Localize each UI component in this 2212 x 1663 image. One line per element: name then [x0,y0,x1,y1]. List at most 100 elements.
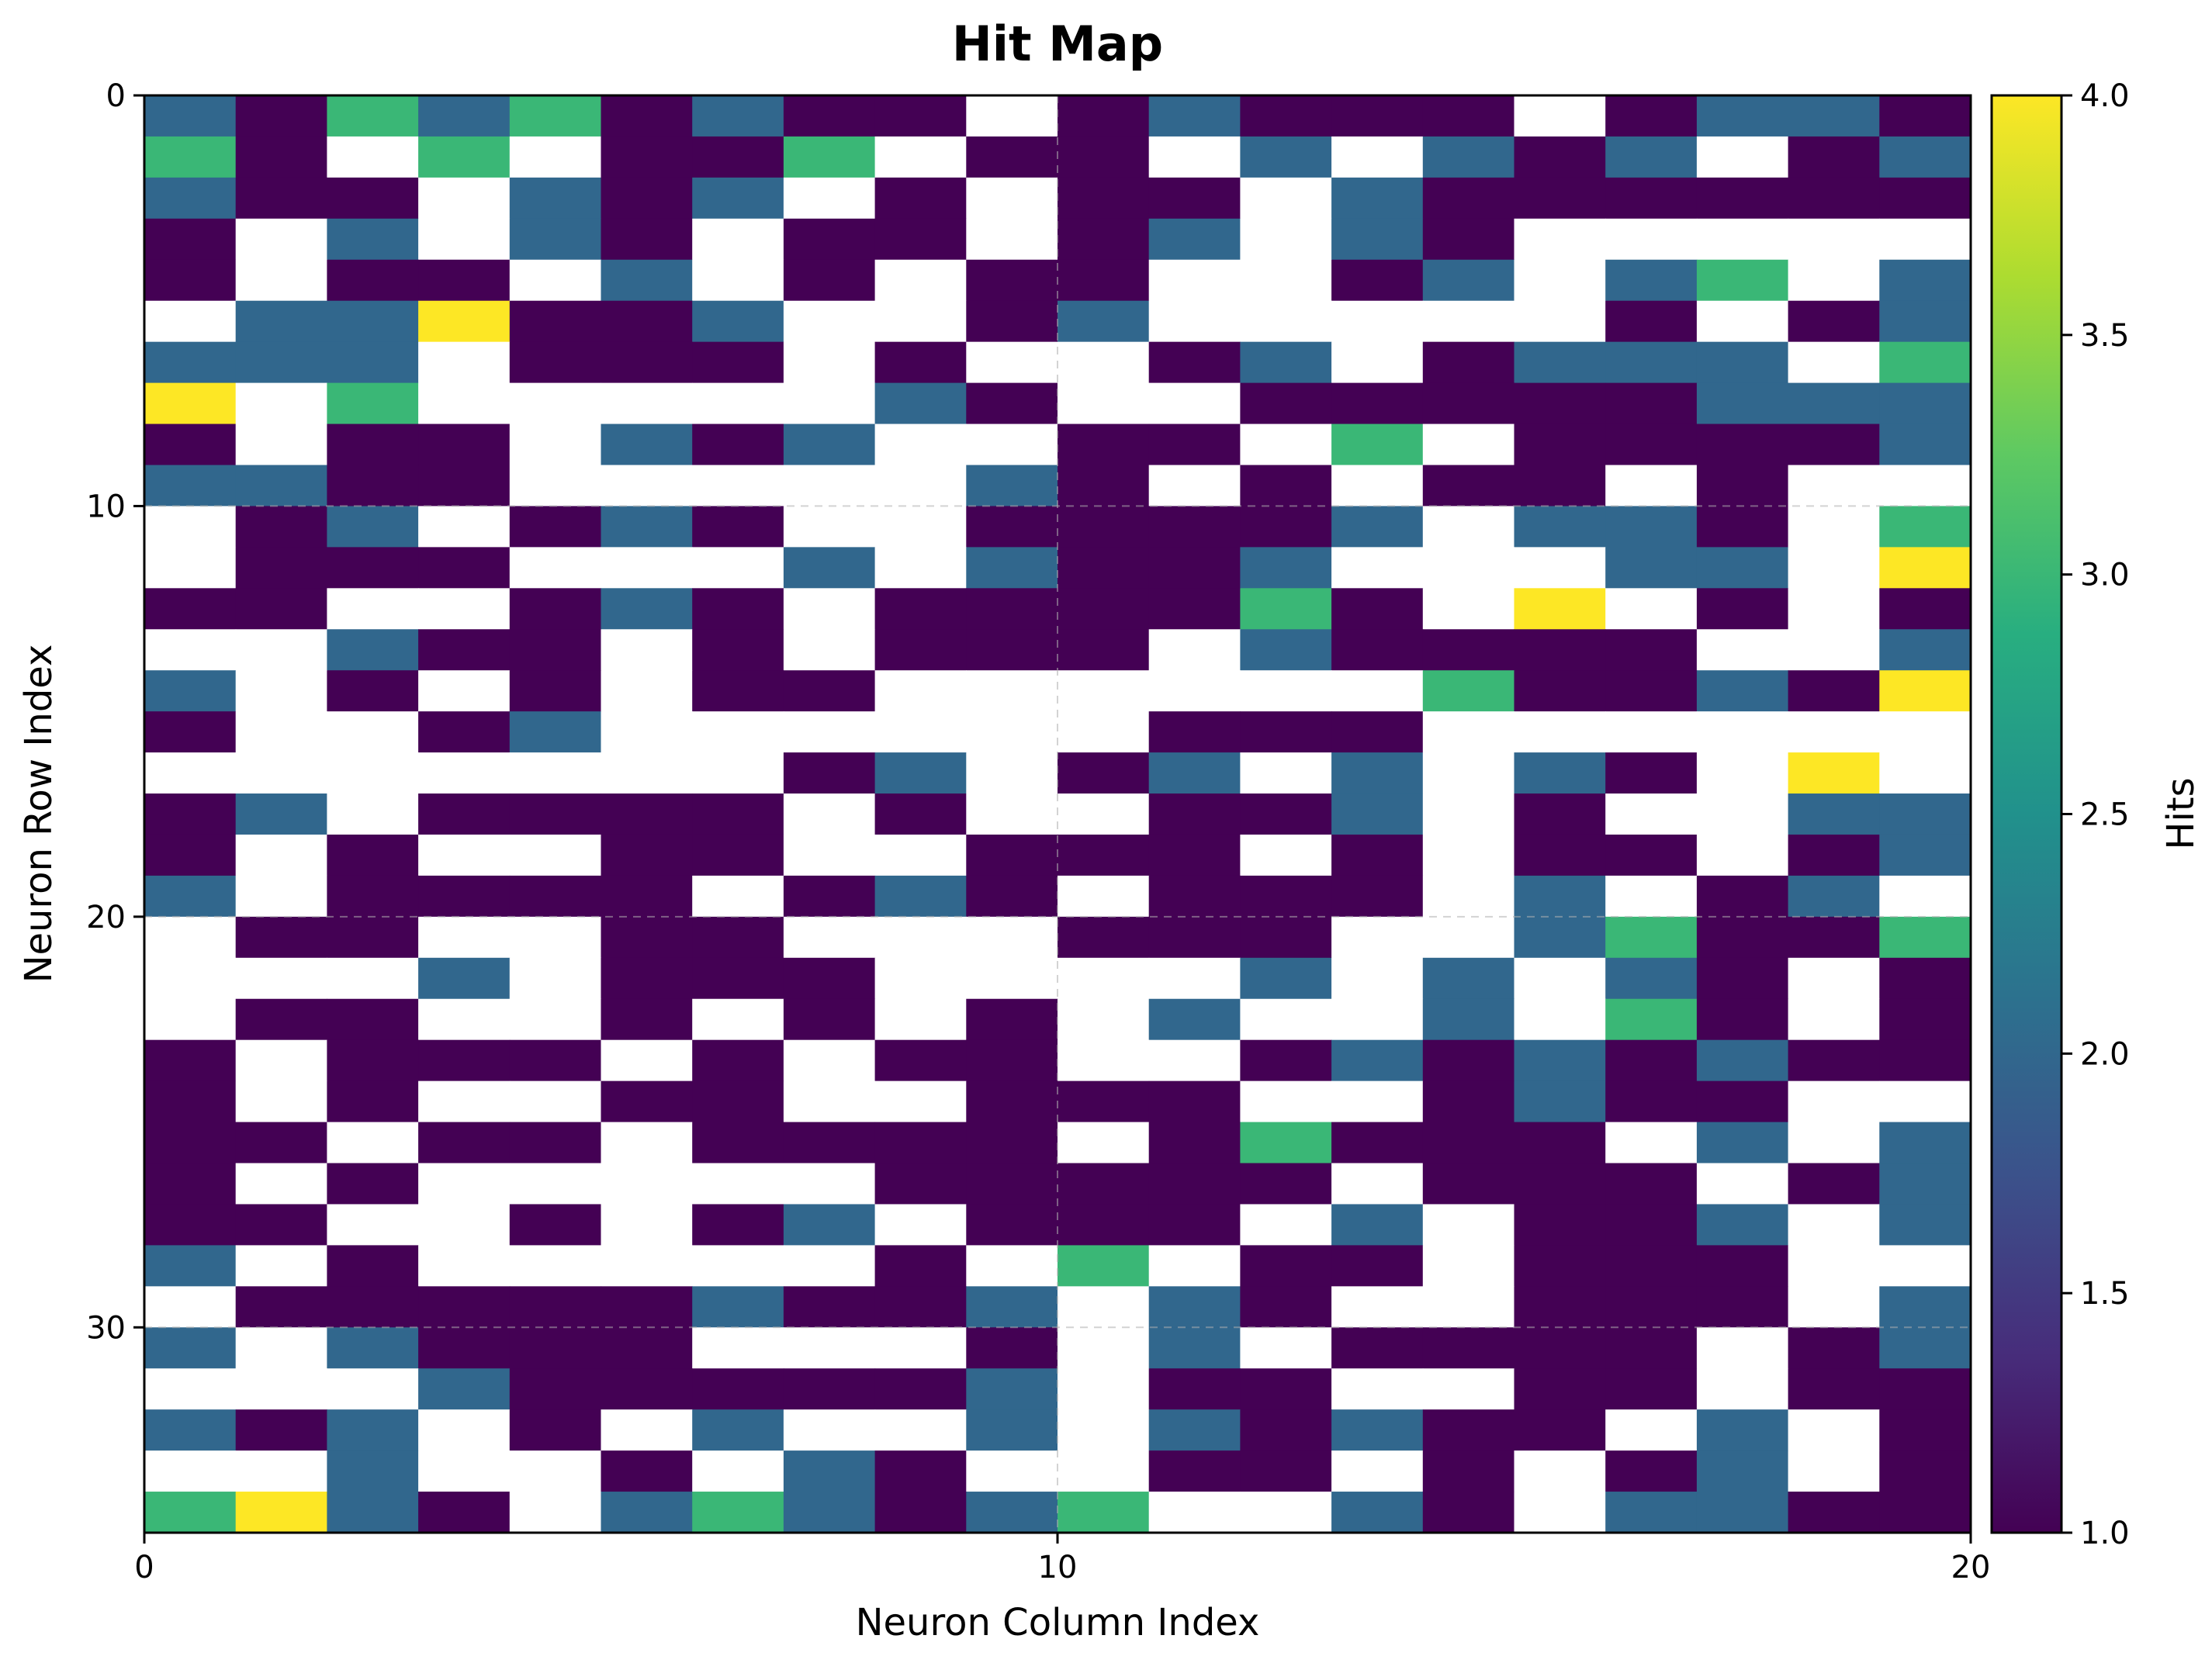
heatmap-cell [874,793,967,835]
heatmap-cell [966,1204,1058,1246]
heatmap-cell [1331,218,1424,261]
heatmap-cell [874,1368,967,1410]
heatmap-cell [1331,711,1424,753]
heatmap-cell [144,1450,237,1492]
heatmap-cell [1788,670,1880,712]
heatmap-cell [1879,300,1971,343]
heatmap-cell [1148,218,1241,261]
heatmap-cell [1422,259,1515,302]
heatmap-cell [1605,547,1698,589]
heatmap-cell [783,218,876,261]
heatmap-cell [1148,341,1241,384]
heatmap-cell [1879,259,1971,302]
heatmap-cell [1605,424,1698,466]
heatmap-cell [966,136,1058,178]
heatmap-cell [692,424,784,466]
heatmap-cell [601,1122,693,1164]
heatmap-cell [418,1163,511,1205]
heatmap-cell [1240,670,1332,712]
heatmap-cell [966,547,1058,589]
heatmap-cell [1514,382,1606,425]
heatmap-cell [1058,1286,1150,1328]
heatmap-cell [1879,793,1971,835]
heatmap-cell [966,998,1058,1041]
heatmap-cell [1696,957,1789,1000]
heatmap-cell [1331,1368,1424,1410]
heatmap-cell [783,875,876,918]
heatmap-cell [144,95,237,137]
heatmap-cell [1240,1492,1332,1533]
heatmap-cell [601,1163,693,1205]
heatmap-cell [509,218,602,261]
heatmap-cell [1696,1163,1789,1205]
heatmap-cell [1058,1327,1150,1369]
heatmap-cell [1605,916,1698,959]
heatmap-cell [1422,341,1515,384]
heatmap-cell [1058,1492,1150,1533]
colorbar-tick-label: 2.0 [2080,1036,2130,1072]
heatmap-cell [966,1122,1058,1164]
heatmap-cell [1148,506,1241,548]
heatmap-cell [874,711,967,753]
chart-title: Hit Map [952,16,1163,72]
heatmap-cell [1788,382,1880,425]
heatmap-cell [1879,1492,1971,1533]
heatmap-cell [1058,95,1150,137]
heatmap-cell [418,1204,511,1246]
heatmap-cell [1788,300,1880,343]
heatmap-cell [1696,629,1789,671]
heatmap-cell [1879,998,1971,1041]
heatmap-cell [1058,465,1150,507]
heatmap-cell [327,177,419,220]
heatmap-cell [1696,1450,1789,1492]
heatmap-cell [418,1409,511,1451]
heatmap-cell [509,670,602,712]
heatmap-cell [1696,793,1789,835]
heatmap-cell [1605,1204,1698,1246]
heatmap-cell [144,218,237,261]
heatmap-cell [1058,300,1150,343]
heatmap-cell [601,341,693,384]
colorbar-tick-label: 4.0 [2080,78,2130,114]
heatmap-cell [235,1492,327,1533]
heatmap-cell [235,1204,327,1246]
heatmap-cell [783,752,876,794]
heatmap-cell [1605,957,1698,1000]
heatmap-cell [1514,1327,1606,1369]
heatmap-cell [144,629,237,671]
heatmap-cell [966,424,1058,466]
heatmap-cell [1240,259,1332,302]
heatmap-cell [966,1409,1058,1451]
heatmap-cell [1148,793,1241,835]
heatmap-cell [1605,1409,1698,1451]
heatmap-cell [692,998,784,1041]
heatmap-cell [418,382,511,425]
x-axis-ticks: 0 10 20 [134,1533,1990,1585]
heatmap-cell [1696,95,1789,137]
heatmap-cell [509,1327,602,1369]
heatmap-cell [1696,1492,1789,1533]
heatmap-cell [235,793,327,835]
heatmap-cell [601,506,693,548]
heatmap-cell [1058,1450,1150,1492]
heatmap-cell [327,1492,419,1533]
heatmap-cell [601,916,693,959]
heatmap-cell [1788,1450,1880,1492]
heatmap-cell [601,547,693,589]
heatmap-cell [509,1122,602,1164]
heatmap-cell [966,670,1058,712]
heatmap-cell [1058,670,1150,712]
heatmap-cell [509,424,602,466]
heatmap-cell [601,136,693,178]
heatmap-cell [1696,1245,1789,1287]
heatmap-cell [1879,382,1971,425]
heatmap-cell [1514,629,1606,671]
heatmap-cell [1331,382,1424,425]
heatmap-cell [1788,1492,1880,1533]
heatmap-cell [1422,1368,1515,1410]
heatmap-cell [1240,1327,1332,1369]
colorbar-label: Hits [2159,777,2203,849]
heatmap-cell [1331,1080,1424,1123]
heatmap-cell [509,1080,602,1123]
heatmap-cell [874,1163,967,1205]
